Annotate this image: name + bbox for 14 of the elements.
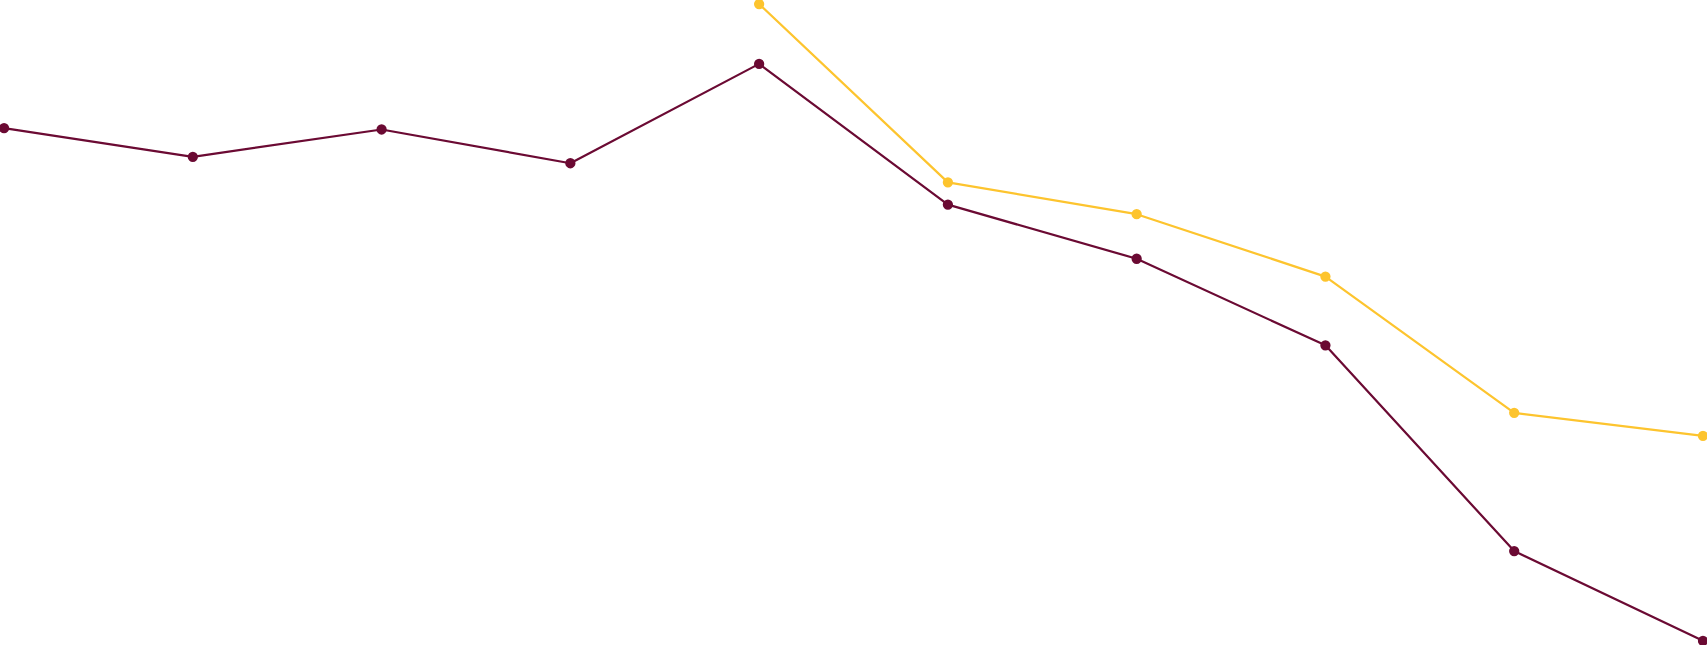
point xyxy=(942,177,954,188)
point xyxy=(187,151,198,163)
point xyxy=(1509,407,1520,419)
point xyxy=(1320,271,1331,282)
point xyxy=(1509,545,1520,557)
point xyxy=(0,123,10,134)
point xyxy=(1320,340,1331,351)
point xyxy=(1131,209,1142,220)
point xyxy=(753,58,765,70)
point xyxy=(565,158,576,169)
point xyxy=(1131,253,1142,264)
point xyxy=(376,124,387,135)
point xyxy=(942,199,954,210)
point xyxy=(753,0,765,10)
